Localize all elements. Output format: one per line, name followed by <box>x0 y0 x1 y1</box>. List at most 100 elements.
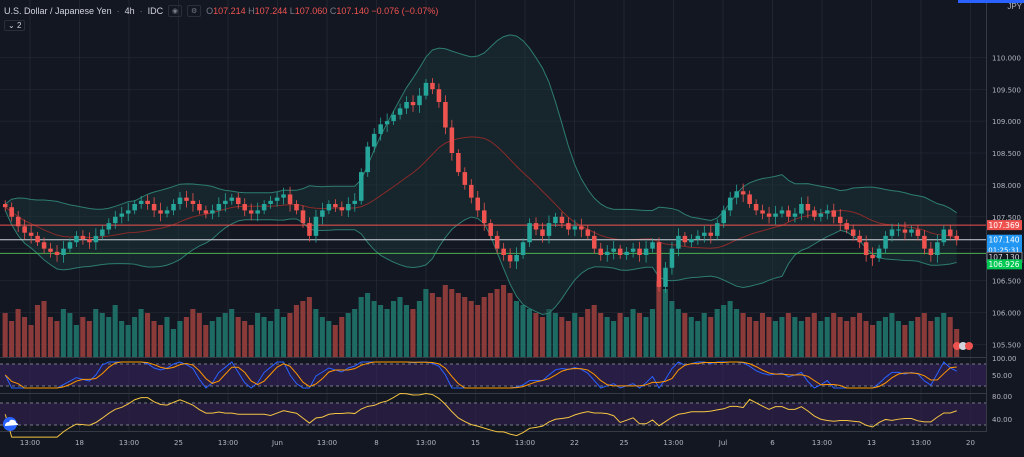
candle-body <box>352 200 358 204</box>
candle-body <box>203 210 209 214</box>
candle-body <box>358 172 364 201</box>
volume-bar <box>513 301 520 357</box>
volume-bar <box>675 309 681 357</box>
candle-body <box>15 216 21 227</box>
volume-bar <box>889 313 895 357</box>
candle-body <box>650 242 655 249</box>
candle-body <box>443 102 448 128</box>
volume-bar <box>682 313 688 357</box>
volume-bar <box>132 317 138 357</box>
candle-body <box>417 95 422 106</box>
volume-bar <box>280 317 287 357</box>
gear-icon[interactable]: ⚙ <box>187 5 202 17</box>
volume-bar <box>183 317 189 357</box>
volume-bar <box>772 321 778 357</box>
candle-body <box>734 191 739 198</box>
volume-bar <box>591 305 597 357</box>
candle-body <box>320 210 325 217</box>
candle-body <box>948 229 953 236</box>
time-axis[interactable]: 13:00 18 13:00 25 13:00 Jun 13:00 8 13:00 15 13:00… <box>20 439 975 447</box>
candle-body <box>423 82 429 96</box>
volume-bar <box>28 325 34 357</box>
low-label: L <box>289 6 295 16</box>
candle-body <box>119 213 125 217</box>
candle-body <box>818 213 824 217</box>
interval-label[interactable]: 4h <box>124 6 135 16</box>
candle-body <box>138 200 144 204</box>
price-axis[interactable] <box>986 0 1024 432</box>
chevron-down-icon: ⌄ <box>8 21 15 30</box>
candle-body <box>151 204 157 211</box>
volume-bar <box>501 285 507 357</box>
volume-bar <box>274 309 280 357</box>
volume-bar <box>811 313 817 357</box>
volume-bar <box>617 313 623 357</box>
collapse-indicators-button[interactable]: ⌄ 2 <box>4 20 26 31</box>
volume-bar <box>67 313 73 357</box>
candle-body <box>546 223 552 236</box>
symbol-name[interactable]: U.S. Dollar / Japanese Yen <box>4 6 112 16</box>
volume-bar <box>578 317 584 357</box>
volume-bar <box>526 309 532 357</box>
time-tick-label: 18 <box>75 439 84 447</box>
price-tick-label: 108.000 <box>992 182 1021 190</box>
volume-bar <box>585 309 591 357</box>
candle-body <box>837 216 843 224</box>
volume-bar <box>882 317 888 357</box>
candle-body <box>113 216 118 224</box>
support-badge: 106.926 <box>987 259 1022 270</box>
eye-icon[interactable]: ◉ <box>168 5 183 17</box>
volume-bar <box>235 317 241 357</box>
open-value: 107.214 <box>213 6 246 16</box>
symbol-legend[interactable]: U.S. Dollar / Japanese Yen · 4h · IDC ◉ … <box>4 5 438 17</box>
volume-bar <box>54 321 60 357</box>
event-flags-icon[interactable] <box>953 342 973 350</box>
volume-bar <box>708 317 714 357</box>
volume-bar <box>863 321 869 357</box>
cloud-logo-icon[interactable] <box>3 417 18 431</box>
candle-body <box>825 210 830 214</box>
candle-body <box>870 255 875 259</box>
high-value: 107.244 <box>254 6 288 16</box>
time-tick-label: 20 <box>966 439 975 447</box>
volume-bar <box>326 321 332 357</box>
candle-body <box>663 267 668 287</box>
candle-body <box>48 248 53 252</box>
volume-bar <box>60 309 66 357</box>
volume-bar <box>598 313 604 357</box>
candle-body <box>391 114 396 122</box>
volume-bar <box>112 305 118 357</box>
volume-bar <box>300 301 306 357</box>
volume-bar <box>242 321 248 357</box>
volume-bar <box>119 321 125 357</box>
candle-body <box>896 229 901 231</box>
volume-bar <box>947 317 953 357</box>
volume-bar <box>403 305 409 357</box>
candle-body <box>689 239 694 243</box>
candle-body <box>611 248 616 252</box>
volume-bar <box>468 301 474 357</box>
crosshair-price-label: 107.130 <box>988 253 1019 262</box>
volume-bar <box>662 289 668 357</box>
candle-body <box>643 248 649 255</box>
volume-bar <box>941 313 947 357</box>
candle-body <box>585 229 591 236</box>
resistance-badge-label: 107.369 <box>988 221 1019 230</box>
candle-body <box>22 226 27 233</box>
volume-bar <box>565 321 571 357</box>
volume-bar <box>546 309 552 357</box>
candle-body <box>87 239 92 243</box>
volume-bar <box>494 289 500 357</box>
volume-bar <box>753 321 759 357</box>
candle-body <box>786 210 791 217</box>
volume-bar <box>93 309 99 357</box>
candle-body <box>235 197 241 204</box>
volume-bar <box>928 321 934 357</box>
volume-bar <box>138 309 144 357</box>
candle-body <box>889 229 895 236</box>
candle-body <box>656 242 662 287</box>
volume-bar <box>255 313 261 357</box>
volume-bar <box>734 309 740 357</box>
